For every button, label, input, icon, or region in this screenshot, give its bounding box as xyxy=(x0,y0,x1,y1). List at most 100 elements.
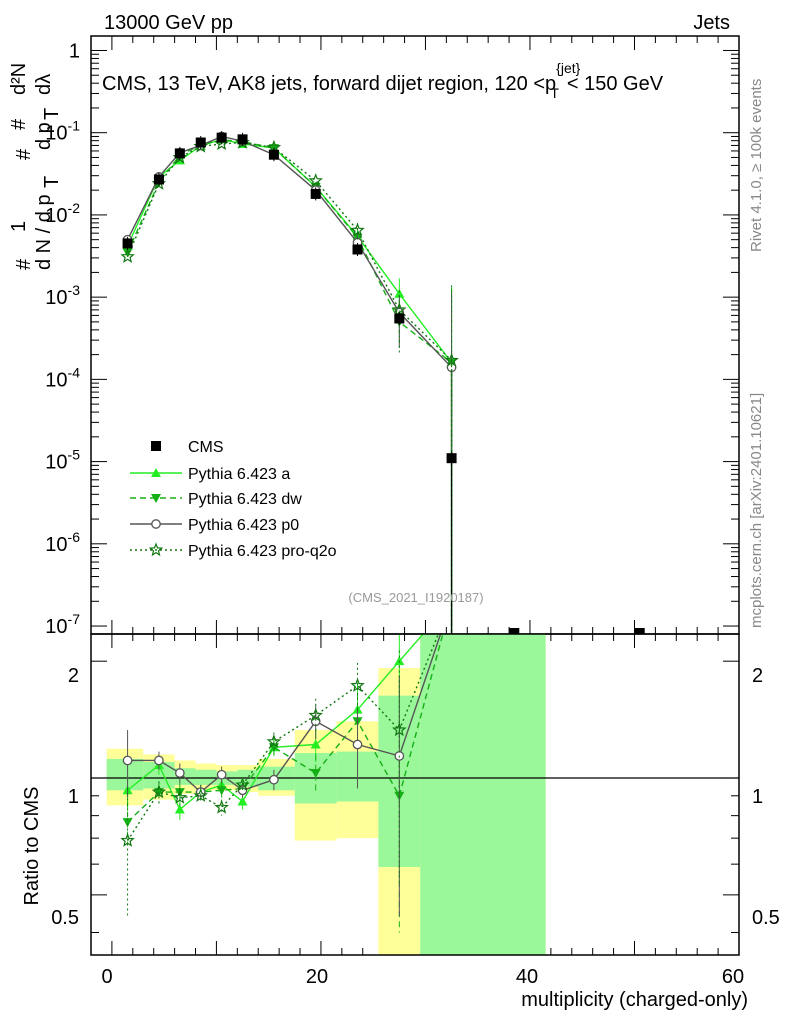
ratio-panel xyxy=(90,633,740,956)
ratio-series xyxy=(120,634,444,933)
ratio-point xyxy=(151,784,167,799)
ratio-series-3 xyxy=(120,634,440,917)
svg-text:#: # xyxy=(13,258,35,270)
y-tick-label: 10-2 xyxy=(45,200,80,227)
x-tick-label: 60 xyxy=(722,966,744,988)
legend-marker xyxy=(151,468,161,477)
data-point xyxy=(120,249,135,263)
data-point xyxy=(394,313,405,324)
svg-text:d²N: d²N xyxy=(8,63,30,95)
ratio-point xyxy=(122,818,133,828)
ratio-point xyxy=(310,739,321,749)
data-point xyxy=(310,188,321,199)
y-tick-label: 10-5 xyxy=(45,447,80,474)
series-0 xyxy=(122,134,457,634)
ratio-point xyxy=(174,768,185,778)
ratio-tick-label: 0.5 xyxy=(51,907,79,929)
legend-marker-cms xyxy=(151,441,161,451)
main-series xyxy=(120,131,459,634)
data-point xyxy=(308,173,323,188)
header-left: 13000 GeV pp xyxy=(104,12,233,34)
y-tick-label: 1 xyxy=(69,40,80,62)
side-text-mcplots: mcplots.cern.ch [arXiv:2401.10621] xyxy=(748,393,765,628)
header-right: Jets xyxy=(693,12,730,34)
plot-title: CMS, 13 TeV, AK8 jets, forward dijet reg… xyxy=(102,60,664,101)
series-line xyxy=(126,141,453,634)
legend-label-pro-q2o: Pythia 6.423 pro-q2o xyxy=(188,543,337,560)
svg-text:1: 1 xyxy=(8,221,30,232)
y-tick-label: 10-6 xyxy=(45,529,80,556)
ratio-point xyxy=(214,799,229,814)
ratio-point xyxy=(308,707,323,722)
y-tick-label: 10-3 xyxy=(45,282,80,309)
y-tick-label: 10-7 xyxy=(45,611,80,638)
ratio-tick-label-right: 2 xyxy=(752,665,763,687)
y-tick-label: 10-1 xyxy=(45,118,80,145)
analysis-annotation: (CMS_2021_I1920187) xyxy=(348,590,483,605)
cms-data xyxy=(122,131,645,634)
data-point xyxy=(153,174,164,185)
series-line xyxy=(126,138,453,634)
legend-label-dw: Pythia 6.423 dw xyxy=(188,491,302,508)
ratio-point xyxy=(216,786,227,796)
ratio-axis-label: Ratio to CMS xyxy=(21,787,43,906)
ratio-point xyxy=(310,769,321,779)
x-tick-label: 40 xyxy=(516,966,538,988)
ratio-point xyxy=(269,774,279,785)
y-axis-label: # 1 d N / d p T # # d p T d²N dλ xyxy=(8,63,63,270)
legend-marker xyxy=(148,542,164,557)
y-tick-label: 10-4 xyxy=(45,364,80,391)
data-point xyxy=(122,238,133,249)
ratio-tick-label-right: 1 xyxy=(752,786,763,808)
legend: CMS Pythia 6.423 a Pythia 6.423 dw Pythi… xyxy=(188,439,337,560)
data-point xyxy=(237,134,248,145)
ratio-point xyxy=(216,769,227,780)
ratio-point xyxy=(237,796,248,806)
ratio-point xyxy=(172,790,188,804)
series-2 xyxy=(122,131,457,634)
ratio-point xyxy=(120,832,135,847)
ratio-line xyxy=(127,634,444,823)
data-point xyxy=(509,628,520,634)
legend-marker xyxy=(151,494,161,503)
x-tick-label: 0 xyxy=(101,966,112,988)
x-tick-label: 20 xyxy=(306,966,328,988)
series-line xyxy=(126,139,453,634)
ratio-point xyxy=(350,677,365,692)
ratio-point xyxy=(235,777,250,792)
legend-marker xyxy=(151,519,161,529)
svg-text:d p: d p xyxy=(33,122,55,150)
ratio-tick-label: 1 xyxy=(68,786,79,808)
svg-text:dλ: dλ xyxy=(33,74,55,95)
legend-label-a: Pythia 6.423 a xyxy=(188,466,290,483)
ratio-point xyxy=(154,755,164,766)
legend-markers xyxy=(130,441,182,557)
data-point xyxy=(195,137,206,148)
ratio-point xyxy=(392,722,407,737)
data-point xyxy=(444,352,459,367)
ratio-point xyxy=(174,804,185,814)
data-point xyxy=(352,244,363,255)
data-point xyxy=(634,628,645,634)
ratio-frame xyxy=(90,633,740,956)
band-inner xyxy=(420,634,546,955)
ratio-point xyxy=(122,755,133,766)
legend-label-cms: CMS xyxy=(188,439,224,456)
series-line xyxy=(126,135,453,634)
data-point xyxy=(350,222,365,237)
svg-text:T: T xyxy=(41,176,63,188)
svg-text:T: T xyxy=(41,108,63,120)
data-point xyxy=(216,132,227,143)
ratio-tick-label-right: 0.5 xyxy=(752,907,780,929)
x-axis-label: multiplicity (charged-only) xyxy=(521,989,748,1011)
y-tick-labels: 10-7 10-6 10-5 10-4 10-3 10-2 10-1 1 xyxy=(45,40,80,638)
band-inner xyxy=(195,769,217,785)
side-text-rivet: Rivet 4.1.0, ≥ 100k events xyxy=(748,79,765,252)
data-point xyxy=(268,149,279,160)
ratio-point xyxy=(266,734,282,748)
data-point xyxy=(174,148,185,159)
ratio-tick-label: 2 xyxy=(68,665,79,687)
svg-text:#: # xyxy=(13,148,35,160)
ratio-point xyxy=(352,739,363,750)
